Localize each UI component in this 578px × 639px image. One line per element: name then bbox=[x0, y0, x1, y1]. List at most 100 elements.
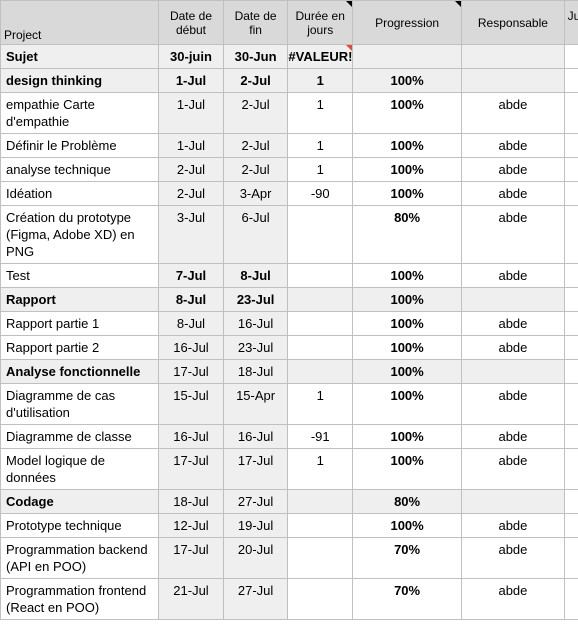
header-duration[interactable]: Durée en jours bbox=[287, 0, 354, 45]
owner-cell[interactable]: abde bbox=[461, 537, 565, 579]
extra-cell[interactable] bbox=[563, 287, 578, 312]
progress-cell[interactable]: 100% bbox=[352, 424, 463, 449]
progress-cell[interactable]: 100% bbox=[352, 448, 463, 490]
header-extra[interactable]: Ju bbox=[563, 0, 578, 45]
start-date-cell[interactable]: 3-Jul bbox=[158, 205, 224, 264]
start-date-cell[interactable]: 12-Jul bbox=[158, 513, 224, 538]
task-cell[interactable]: Création du prototype (Figma, Adobe XD) … bbox=[0, 205, 160, 264]
header-progress[interactable]: Progression bbox=[352, 0, 463, 45]
end-date-cell[interactable]: 6-Jul bbox=[222, 205, 289, 264]
owner-cell[interactable]: abde bbox=[461, 335, 565, 360]
owner-cell[interactable]: abde bbox=[461, 263, 565, 288]
task-cell[interactable]: Définir le Problème bbox=[0, 133, 160, 158]
start-date-cell[interactable]: 16-Jul bbox=[158, 424, 224, 449]
start-date-cell[interactable]: 17-Jul bbox=[158, 448, 224, 490]
extra-cell[interactable] bbox=[563, 383, 578, 425]
owner-cell[interactable] bbox=[461, 44, 565, 69]
extra-cell[interactable] bbox=[563, 489, 578, 514]
progress-cell[interactable] bbox=[352, 44, 463, 69]
start-date-cell[interactable]: 17-Jul bbox=[158, 359, 224, 384]
owner-cell[interactable]: abde bbox=[461, 311, 565, 336]
progress-cell[interactable]: 100% bbox=[352, 287, 463, 312]
start-date-cell[interactable]: 1-Jul bbox=[158, 92, 224, 134]
duration-cell[interactable]: -91 bbox=[287, 424, 354, 449]
header-project[interactable]: Project bbox=[0, 0, 160, 45]
duration-cell[interactable] bbox=[287, 263, 354, 288]
end-date-cell[interactable]: 8-Jul bbox=[222, 263, 289, 288]
end-date-cell[interactable]: 16-Jul bbox=[222, 311, 289, 336]
owner-cell[interactable] bbox=[461, 68, 565, 93]
task-cell[interactable]: Test bbox=[0, 263, 160, 288]
extra-cell[interactable] bbox=[563, 44, 578, 69]
comment-indicator-icon[interactable] bbox=[455, 1, 461, 7]
extra-cell[interactable] bbox=[563, 537, 578, 579]
comment-indicator-icon[interactable] bbox=[346, 1, 352, 7]
owner-cell[interactable]: abde bbox=[461, 92, 565, 134]
end-date-cell[interactable]: 16-Jul bbox=[222, 424, 289, 449]
extra-cell[interactable] bbox=[563, 263, 578, 288]
end-date-cell[interactable]: 17-Jul bbox=[222, 448, 289, 490]
start-date-cell[interactable]: 16-Jul bbox=[158, 335, 224, 360]
progress-cell[interactable]: 100% bbox=[352, 335, 463, 360]
owner-cell[interactable]: abde bbox=[461, 424, 565, 449]
duration-cell[interactable]: -90 bbox=[287, 181, 354, 206]
task-cell[interactable]: Rapport bbox=[0, 287, 160, 312]
start-date-cell[interactable]: 8-Jul bbox=[158, 287, 224, 312]
task-cell[interactable]: Diagramme de classe bbox=[0, 424, 160, 449]
progress-cell[interactable]: 70% bbox=[352, 578, 463, 620]
extra-cell[interactable] bbox=[563, 424, 578, 449]
duration-cell[interactable] bbox=[287, 513, 354, 538]
extra-cell[interactable] bbox=[563, 133, 578, 158]
start-date-cell[interactable]: 15-Jul bbox=[158, 383, 224, 425]
task-cell[interactable]: Analyse fonctionnelle bbox=[0, 359, 160, 384]
owner-cell[interactable] bbox=[461, 489, 565, 514]
start-date-cell[interactable]: 17-Jul bbox=[158, 537, 224, 579]
extra-cell[interactable] bbox=[563, 578, 578, 620]
task-cell[interactable]: Sujet bbox=[0, 44, 160, 69]
task-cell[interactable]: Prototype technique bbox=[0, 513, 160, 538]
header-start-date[interactable]: Date de début bbox=[158, 0, 224, 45]
progress-cell[interactable]: 100% bbox=[352, 513, 463, 538]
start-date-cell[interactable]: 1-Jul bbox=[158, 68, 224, 93]
task-cell[interactable]: Model logique de données bbox=[0, 448, 160, 490]
duration-cell[interactable]: 1 bbox=[287, 448, 354, 490]
duration-cell[interactable] bbox=[287, 489, 354, 514]
task-cell[interactable]: Rapport partie 1 bbox=[0, 311, 160, 336]
duration-cell[interactable] bbox=[287, 359, 354, 384]
duration-cell[interactable]: 1 bbox=[287, 92, 354, 134]
owner-cell[interactable]: abde bbox=[461, 578, 565, 620]
progress-cell[interactable]: 100% bbox=[352, 359, 463, 384]
duration-cell[interactable]: 1 bbox=[287, 133, 354, 158]
end-date-cell[interactable]: 30-Jun bbox=[222, 44, 289, 69]
progress-cell[interactable]: 80% bbox=[352, 205, 463, 264]
task-cell[interactable]: Idéation bbox=[0, 181, 160, 206]
end-date-cell[interactable]: 2-Jul bbox=[222, 157, 289, 182]
duration-cell[interactable]: #VALEUR! bbox=[287, 44, 354, 69]
owner-cell[interactable]: abde bbox=[461, 133, 565, 158]
end-date-cell[interactable]: 23-Jul bbox=[222, 287, 289, 312]
extra-cell[interactable] bbox=[563, 335, 578, 360]
owner-cell[interactable]: abde bbox=[461, 513, 565, 538]
owner-cell[interactable] bbox=[461, 359, 565, 384]
header-end-date[interactable]: Date de fin bbox=[222, 0, 289, 45]
start-date-cell[interactable]: 30-juin bbox=[158, 44, 224, 69]
owner-cell[interactable]: abde bbox=[461, 181, 565, 206]
duration-cell[interactable]: 1 bbox=[287, 383, 354, 425]
duration-cell[interactable]: 1 bbox=[287, 68, 354, 93]
task-cell[interactable]: Rapport partie 2 bbox=[0, 335, 160, 360]
duration-cell[interactable] bbox=[287, 335, 354, 360]
end-date-cell[interactable]: 2-Jul bbox=[222, 133, 289, 158]
end-date-cell[interactable]: 27-Jul bbox=[222, 578, 289, 620]
duration-cell[interactable] bbox=[287, 311, 354, 336]
progress-cell[interactable]: 100% bbox=[352, 311, 463, 336]
extra-cell[interactable] bbox=[563, 92, 578, 134]
progress-cell[interactable]: 100% bbox=[352, 263, 463, 288]
task-cell[interactable]: empathie Carte d'empathie bbox=[0, 92, 160, 134]
progress-cell[interactable]: 100% bbox=[352, 92, 463, 134]
task-cell[interactable]: Programmation frontend (React en POO) bbox=[0, 578, 160, 620]
extra-cell[interactable] bbox=[563, 513, 578, 538]
end-date-cell[interactable]: 23-Jul bbox=[222, 335, 289, 360]
start-date-cell[interactable]: 2-Jul bbox=[158, 157, 224, 182]
start-date-cell[interactable]: 18-Jul bbox=[158, 489, 224, 514]
progress-cell[interactable]: 100% bbox=[352, 181, 463, 206]
